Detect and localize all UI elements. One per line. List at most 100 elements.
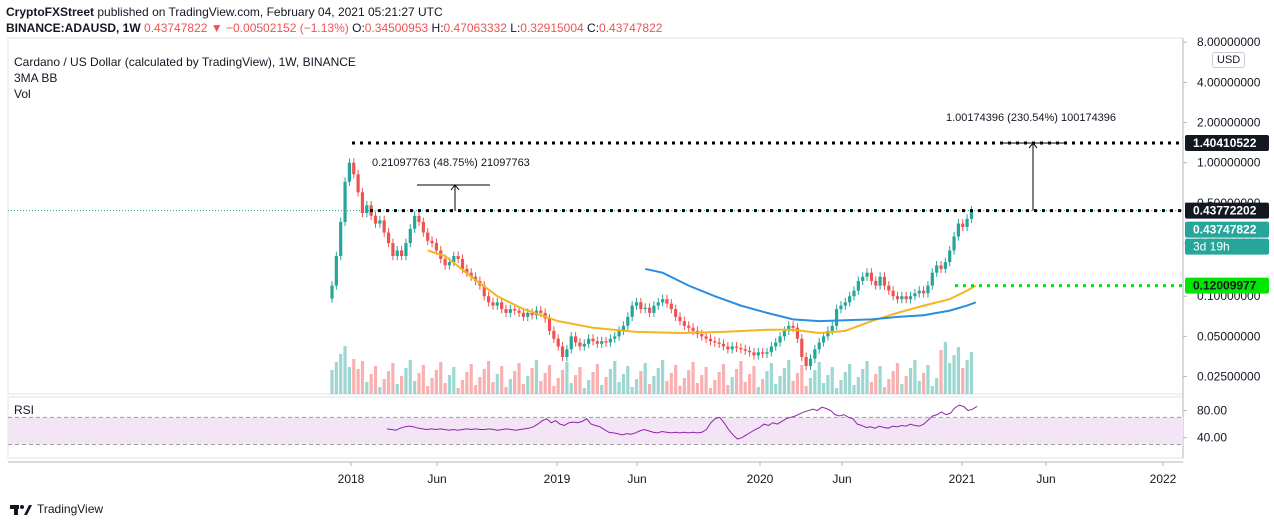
volume-bar [752, 366, 756, 394]
volume-bar [908, 368, 913, 394]
volume-bar [748, 374, 752, 394]
tradingview-logo[interactable]: TradingView [10, 502, 103, 516]
currency-button[interactable]: USD [1212, 52, 1246, 68]
candle-body [721, 343, 726, 347]
candle-body [704, 336, 708, 339]
volume-bar [469, 364, 473, 394]
candle-body [804, 357, 808, 366]
candle-body [504, 309, 508, 313]
low-label: L: [510, 21, 521, 35]
ma-orange-line [427, 249, 977, 334]
candle-body [708, 338, 713, 342]
price-label-bg [1185, 135, 1269, 152]
candle-body [913, 293, 917, 297]
candle-body [826, 330, 830, 337]
volume-bar [904, 376, 908, 394]
volume-bar [830, 367, 834, 394]
volume-bar [804, 386, 808, 394]
candle-body [526, 312, 530, 317]
candle-body [334, 256, 338, 286]
candle-body [560, 346, 565, 358]
x-tick-label: Jun [627, 472, 646, 486]
volume-bar [939, 350, 943, 394]
volume-bar [447, 375, 452, 394]
volume-bar [526, 376, 530, 394]
y-tick-label: 2.00000000 [1197, 116, 1261, 130]
volume-bar [530, 368, 534, 394]
close-value: 0.43747822 [599, 21, 663, 35]
candle-body [665, 299, 669, 304]
volume-bar [430, 378, 434, 394]
candle-body [517, 310, 521, 313]
published-text: published on TradingView.com, February 0… [97, 5, 443, 19]
candle-body [874, 280, 878, 286]
candle-body [904, 296, 908, 300]
candle-body [604, 341, 608, 343]
volume-bar [460, 380, 465, 394]
candle-body [948, 250, 952, 263]
open-label: O: [352, 21, 365, 35]
volume-bar [848, 364, 852, 394]
countdown-text: 3d 19h [1193, 240, 1230, 254]
measure-label-1: 0.21097763 (48.75%) 21097763 [372, 157, 530, 169]
volume-bar [687, 370, 691, 394]
price-label-text: 1.40410522 [1193, 136, 1257, 150]
candle-body [513, 309, 517, 311]
candle-body [521, 312, 525, 317]
volume-bar [639, 371, 643, 394]
volume-bar [922, 373, 926, 394]
candle-body [413, 215, 417, 229]
candle-body [961, 223, 965, 227]
candle-body [378, 220, 382, 224]
candle-body [761, 352, 765, 354]
measure-label-2: 1.00174396 (230.54%) 100174396 [946, 112, 1116, 124]
candle-body [843, 302, 847, 306]
volume-bar [678, 386, 682, 394]
volume-bar [961, 368, 965, 394]
rsi-label[interactable]: RSI [14, 403, 35, 417]
close-label: C: [587, 21, 600, 35]
volume-bar [756, 387, 760, 394]
candle-body [882, 276, 887, 286]
volume-bar [700, 375, 704, 394]
volume-bar [600, 385, 604, 394]
volume-bar [504, 387, 508, 394]
candle-body [748, 350, 752, 353]
volume-bar [813, 370, 817, 394]
volume-bar [365, 382, 369, 394]
rsi-tick-label: 80.00 [1197, 404, 1227, 418]
candle-body [900, 296, 904, 300]
candle-body [500, 302, 504, 310]
volume-bar [674, 365, 678, 394]
volume-bar [808, 378, 813, 394]
volume-bar [339, 354, 343, 394]
volume-bar [482, 369, 486, 394]
volume-bar [730, 377, 734, 394]
volume-bar [334, 362, 338, 394]
volume-bar [869, 382, 873, 394]
candle-body [969, 210, 974, 219]
volume-bar [517, 363, 521, 394]
candle-body [634, 302, 639, 306]
candle-body [922, 290, 926, 294]
candle-body [856, 280, 860, 291]
candle-body [830, 325, 834, 331]
volume-bar [913, 360, 917, 394]
candle-body [939, 265, 943, 269]
volume-bar [821, 383, 826, 394]
volume-bar [726, 385, 730, 394]
volume-bar [400, 376, 404, 394]
volume-bar [691, 362, 695, 394]
candle-body [861, 276, 865, 281]
volume-bar [765, 371, 769, 394]
volume-bar [882, 387, 887, 394]
volume-bar [926, 365, 930, 394]
indicator-bb-label[interactable]: 3MA BB [14, 71, 58, 85]
candle-body [447, 262, 452, 266]
indicator-vol-label[interactable]: Vol [14, 87, 31, 101]
candle-body [808, 358, 813, 366]
volume-bar [669, 373, 673, 394]
candle-body [652, 305, 656, 313]
ma-blue-line [644, 267, 977, 323]
